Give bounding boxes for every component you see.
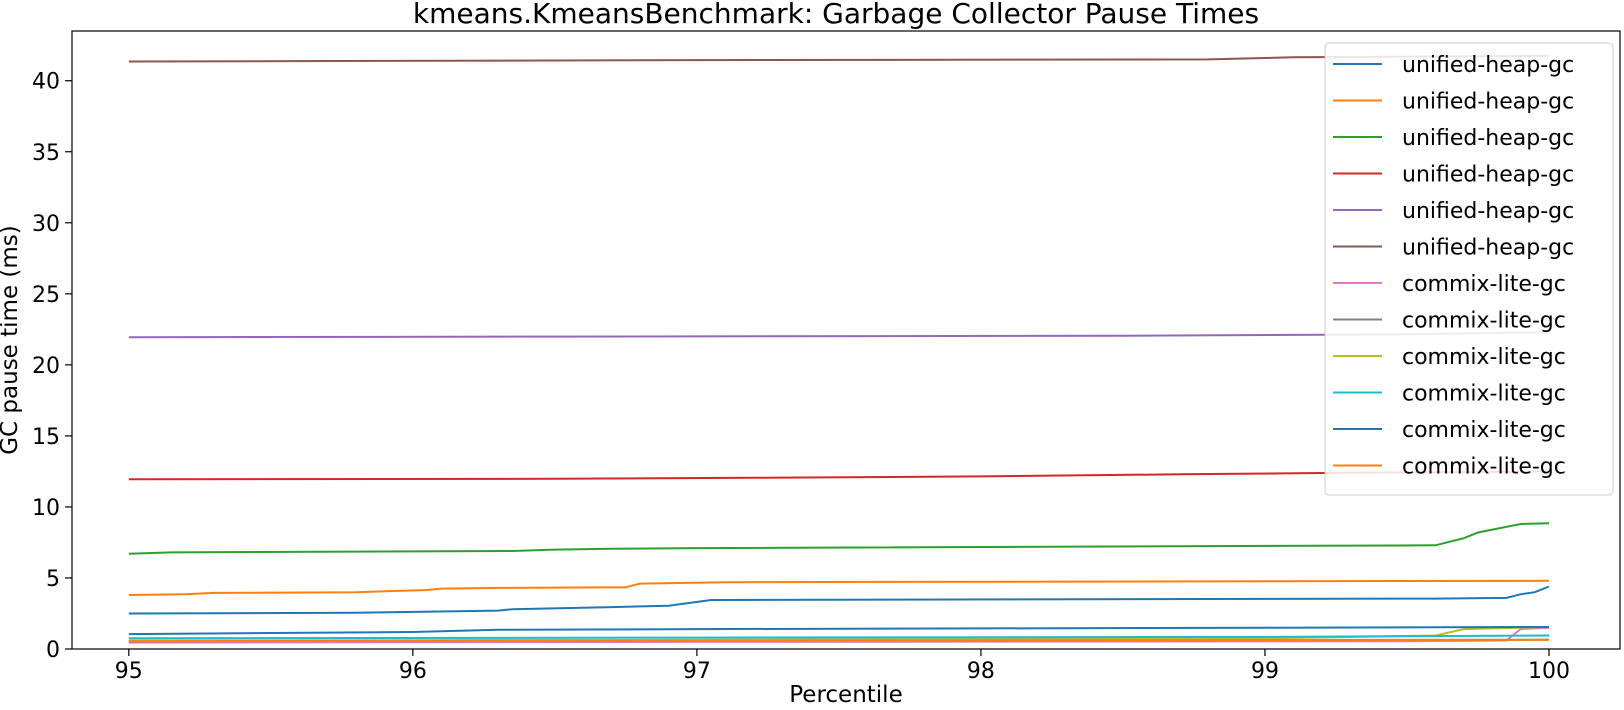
- y-tick-label: 0: [46, 638, 60, 663]
- legend-label: unified-heap-gc: [1402, 126, 1574, 151]
- x-axis: 95 96 97 98 99 100: [115, 649, 1570, 684]
- y-tick-label: 5: [46, 567, 60, 592]
- series-line-1: [128, 585, 1550, 615]
- legend-label: commix-lite-gc: [1402, 455, 1566, 480]
- legend-label: commix-lite-gc: [1402, 345, 1566, 370]
- legend-label: commix-lite-gc: [1402, 382, 1566, 407]
- y-tick-label: 35: [32, 141, 60, 166]
- legend: unified-heap-gc unified-heap-gc unified-he…: [1324, 42, 1614, 496]
- legend-label: unified-heap-gc: [1402, 53, 1574, 78]
- chart-title: kmeans.KmeansBenchmark: Garbage Collecto…: [413, 0, 1259, 30]
- legend-label: unified-heap-gc: [1402, 236, 1574, 261]
- x-tick-label: 100: [1528, 659, 1570, 684]
- legend-label: unified-heap-gc: [1402, 199, 1574, 224]
- y-tick-label: 15: [32, 425, 60, 450]
- plot-frame: [71, 30, 1621, 650]
- series-line-3: [128, 522, 1550, 555]
- y-tick-label: 10: [32, 496, 60, 521]
- x-axis-label: Percentile: [789, 682, 902, 708]
- y-tick-label: 40: [32, 70, 60, 95]
- series-layer: [128, 54, 1550, 644]
- legend-box: [1324, 42, 1614, 496]
- legend-label: commix-lite-gc: [1402, 272, 1566, 297]
- y-axis-label: GC pause time (ms): [0, 225, 23, 455]
- y-tick-label: 25: [32, 283, 60, 308]
- series-line-12: [128, 638, 1550, 643]
- x-tick-label: 96: [399, 659, 427, 684]
- series-line-10: [128, 634, 1550, 640]
- legend-label: commix-lite-gc: [1402, 418, 1566, 443]
- y-tick-label: 20: [32, 354, 60, 379]
- legend-label: unified-heap-gc: [1402, 163, 1574, 188]
- legend-label: commix-lite-gc: [1402, 309, 1566, 334]
- x-tick-label: 97: [683, 659, 711, 684]
- legend-label: unified-heap-gc: [1402, 90, 1574, 115]
- series-line-2: [128, 579, 1550, 596]
- y-tick-label: 30: [32, 212, 60, 237]
- x-tick-label: 99: [1251, 659, 1279, 684]
- x-tick-label: 98: [967, 659, 995, 684]
- y-axis: 0 5 10 15 20 25 30 35 40: [32, 70, 72, 663]
- series-line-11: [128, 626, 1550, 636]
- x-tick-label: 95: [115, 659, 143, 684]
